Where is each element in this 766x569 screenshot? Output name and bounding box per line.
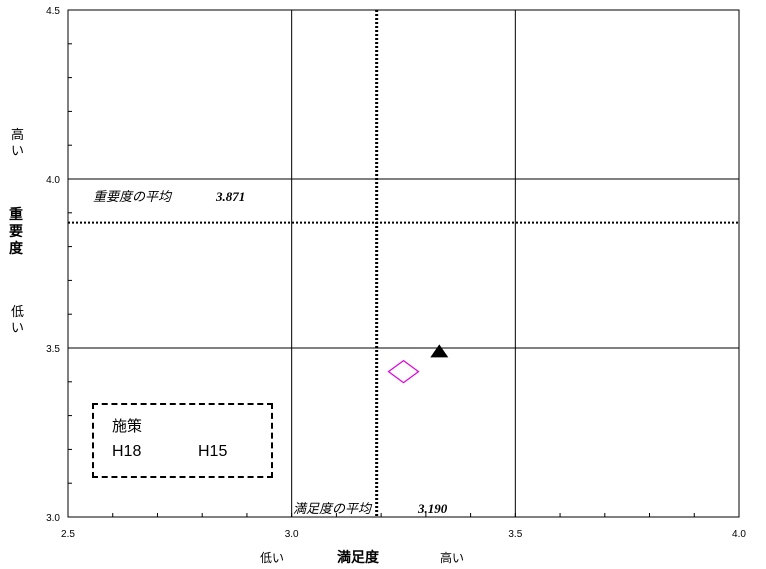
x-tick-label: 3.0: [285, 529, 299, 540]
y-tick-label: 4.5: [46, 6, 60, 17]
legend-title: 施策: [112, 417, 143, 435]
y-tick-label: 3.0: [46, 513, 60, 524]
y-tick-label: 4.0: [46, 175, 60, 186]
data-points: [387, 344, 449, 384]
plot-frame: [67, 9, 740, 518]
satisfaction-mean-label: 満足度の平均: [293, 502, 373, 517]
importance-mean-label: 重要度の平均: [93, 190, 173, 205]
tick-marks: [68, 43, 695, 517]
x-tick-label: 3.5: [508, 529, 522, 540]
y-high-label: 高 い: [11, 128, 25, 159]
grid-lines: [67, 9, 740, 518]
satisfaction-mean-value: 3.190: [417, 501, 448, 516]
tick-labels: 2.5 3.0 3.5 4.03.03.54.04.5: [46, 6, 746, 540]
data-point-h18: [387, 359, 420, 384]
y-axis-title: 重要度: [9, 207, 23, 257]
y-tick-label: 3.5: [46, 344, 60, 355]
x-axis-title: 満足度: [337, 550, 379, 566]
legend: 施策 H18 H15: [92, 403, 273, 478]
x-tick-label: 4.0: [732, 529, 746, 540]
mean-reference-lines: [68, 10, 739, 517]
x-low-label: 低い: [260, 551, 285, 565]
data-point-h15: [430, 344, 449, 358]
legend-item-h15: H15: [198, 443, 228, 460]
x-tick-label: 2.5: [61, 529, 75, 540]
y-low-label: 低 い: [11, 305, 25, 336]
legend-item-h18: H18: [112, 443, 142, 460]
importance-mean-value: 3.871: [215, 189, 245, 204]
x-high-label: 高い: [440, 551, 465, 565]
